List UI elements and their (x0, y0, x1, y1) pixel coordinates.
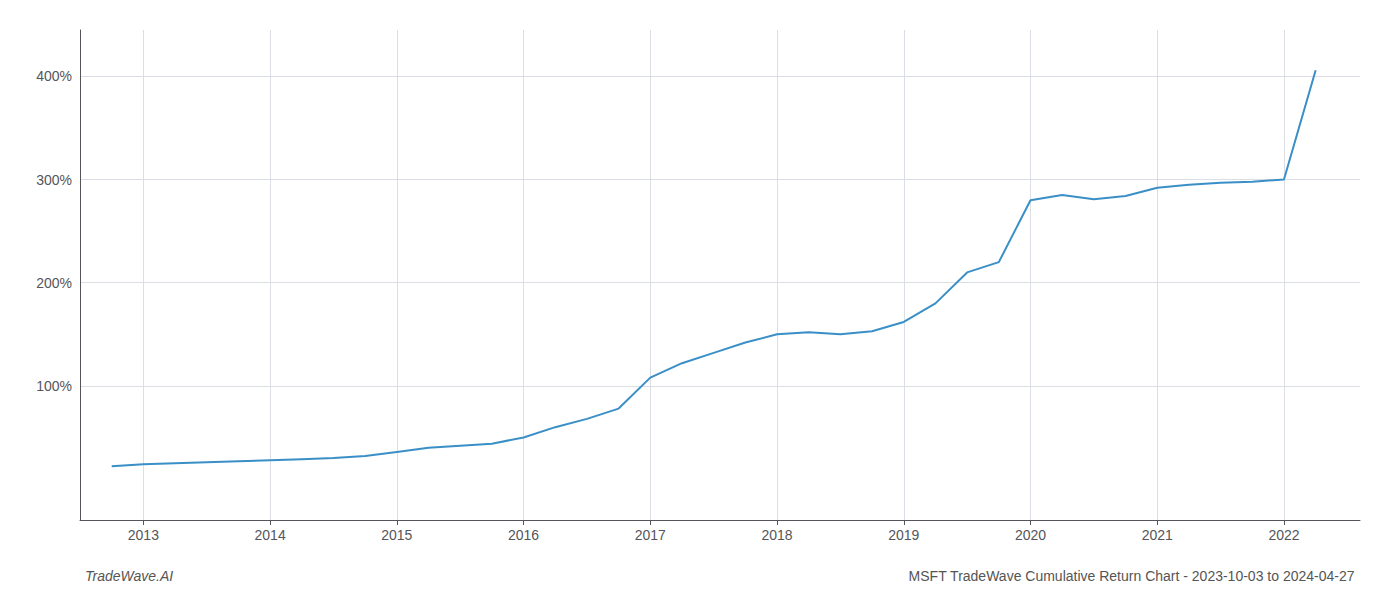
svg-text:400%: 400% (36, 68, 72, 84)
svg-text:2022: 2022 (1268, 527, 1299, 543)
svg-text:2015: 2015 (381, 527, 412, 543)
svg-text:MSFT TradeWave Cumulative Retu: MSFT TradeWave Cumulative Return Chart -… (909, 568, 1355, 584)
svg-text:100%: 100% (36, 378, 72, 394)
svg-text:2021: 2021 (1142, 527, 1173, 543)
svg-text:2016: 2016 (508, 527, 539, 543)
svg-text:2018: 2018 (761, 527, 792, 543)
svg-text:200%: 200% (36, 275, 72, 291)
svg-text:2017: 2017 (635, 527, 666, 543)
svg-text:2013: 2013 (128, 527, 159, 543)
svg-text:2020: 2020 (1015, 527, 1046, 543)
svg-text:2014: 2014 (255, 527, 286, 543)
svg-text:2019: 2019 (888, 527, 919, 543)
svg-text:300%: 300% (36, 172, 72, 188)
svg-text:TradeWave.AI: TradeWave.AI (85, 568, 173, 584)
